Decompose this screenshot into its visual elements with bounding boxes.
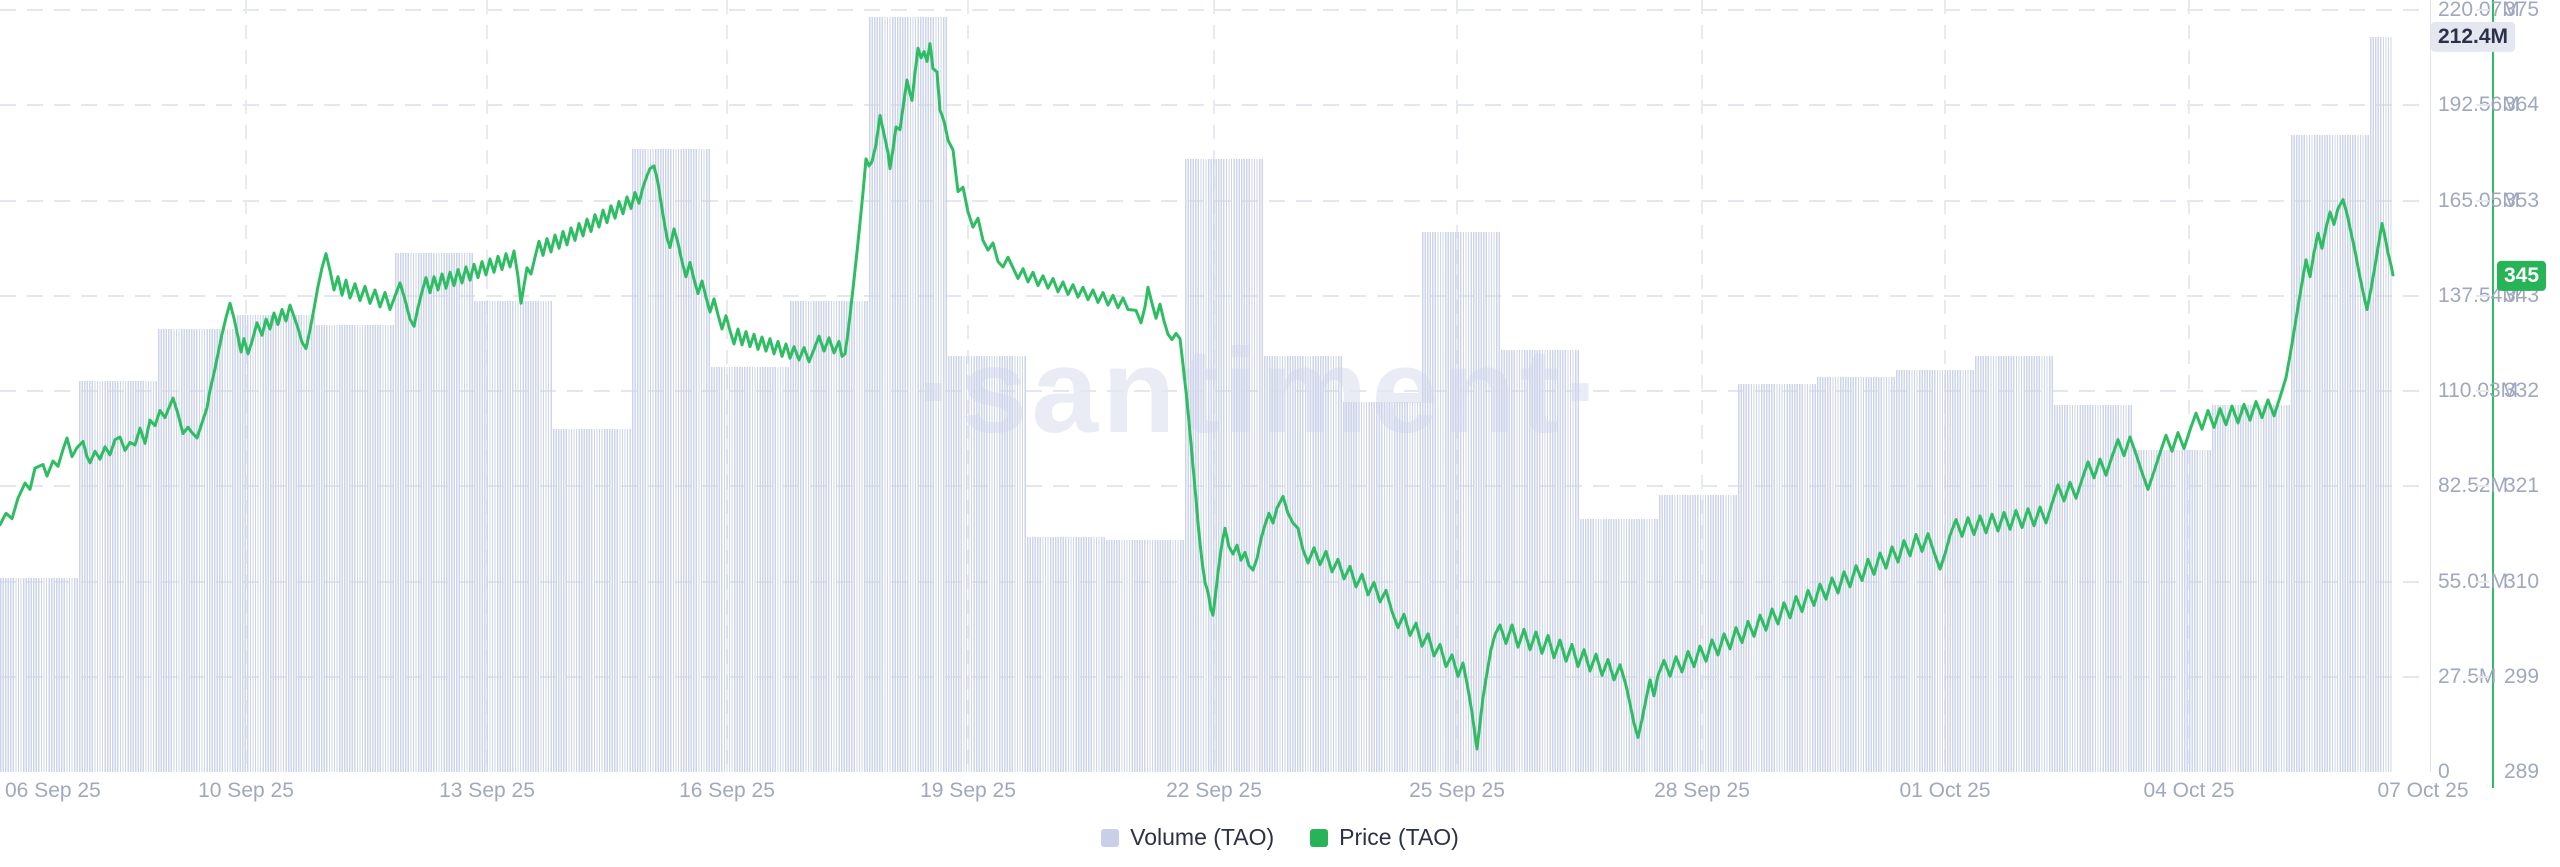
current-volume-badge: 212.4M [2431,21,2516,52]
volume-axis-label: 55.01M [2438,569,2509,593]
volume-bar[interactable] [1975,356,2054,772]
volume-axis-label: 27.5M [2438,664,2497,688]
volume-bar[interactable] [1738,384,1817,772]
volume-bar[interactable] [474,301,553,772]
legend-volume-label: Volume (TAO) [1130,824,1275,850]
volume-bar[interactable] [395,252,474,772]
volume-bar[interactable] [2291,134,2370,772]
date-label: 22 Sep 25 [1166,779,1262,802]
volume-bar[interactable] [1185,159,1264,772]
volume-bar[interactable] [79,380,158,772]
date-label: 07 Oct 25 [2377,779,2469,802]
date-label: 16 Sep 25 [679,779,775,802]
volume-bar[interactable] [948,356,1027,772]
price-axis-label: 289 [2504,760,2540,783]
volume-bar[interactable] [632,148,711,772]
v-gridline [1701,0,1703,772]
date-label: 25 Sep 25 [1409,779,1505,802]
volume-bar[interactable] [869,17,948,772]
volume-bar[interactable] [1422,231,1501,772]
gutter-dash [2476,199,2489,202]
volume-bar[interactable] [711,366,790,772]
gutter-dash [2476,294,2489,297]
volume-bar[interactable] [2133,449,2212,772]
legend: Volume (TAO) Price (TAO) [0,824,2560,851]
h-gridline [0,104,2430,107]
date-label: 01 Oct 25 [1899,779,1991,802]
price-axis-label: 310 [2504,569,2540,593]
plot-area[interactable]: ·santiment· [0,0,2430,772]
gutter-dash [2476,580,2489,583]
h-gridline [0,9,2430,11]
volume-bar[interactable] [1817,377,1896,772]
volume-bar[interactable] [237,314,316,772]
volume-axis-label: 82.52M [2438,474,2509,498]
date-label: 04 Oct 25 [2143,779,2235,802]
volume-bar[interactable] [2054,404,2133,772]
date-label: 19 Sep 25 [920,779,1016,802]
gutter-dash [2476,675,2489,678]
price-axis-label: 375 [2504,0,2540,21]
date-label: 28 Sep 25 [1654,779,1750,802]
date-label: 06 Sep 25 [5,779,101,802]
volume-bar[interactable] [553,429,632,772]
volume-bar[interactable] [1896,370,1975,772]
legend-price-label: Price (TAO) [1339,824,1459,850]
current-price-badge: 345 [2497,260,2547,291]
volume-bar[interactable] [1106,540,1185,772]
volume-bar[interactable] [1501,349,1580,772]
price-axis-label: 321 [2504,474,2540,498]
gutter-dash [2476,104,2489,107]
gutter-dash [2476,390,2489,392]
date-label: 13 Sep 25 [439,779,535,802]
volume-bar[interactable] [0,578,79,772]
volume-bar[interactable] [2370,36,2393,772]
volume-bar[interactable] [2212,404,2291,772]
volume-axis-line [2430,0,2431,772]
volume-swatch-icon [1101,828,1120,847]
price-axis-label: 299 [2504,664,2540,688]
date-label: 10 Sep 25 [198,779,294,802]
price-axis-label: 332 [2504,379,2540,402]
volume-bar[interactable] [316,325,395,772]
legend-item-price[interactable]: Price (TAO) [1310,824,1459,851]
price-axis-label: 364 [2504,93,2540,117]
gutter-dash [2476,485,2489,488]
price-line[interactable] [0,42,2395,751]
gutter-dash [2476,9,2489,11]
price-axis-line [2492,0,2494,788]
volume-axis-label: 0 [2438,760,2450,783]
legend-item-volume[interactable]: Volume (TAO) [1101,824,1274,851]
price-swatch-icon [1310,828,1329,847]
volume-bar[interactable] [790,301,869,772]
price-axis-label: 353 [2504,188,2540,212]
volume-bar[interactable] [1027,536,1106,772]
v-gridline [2188,0,2190,772]
volume-bar[interactable] [1580,519,1659,772]
